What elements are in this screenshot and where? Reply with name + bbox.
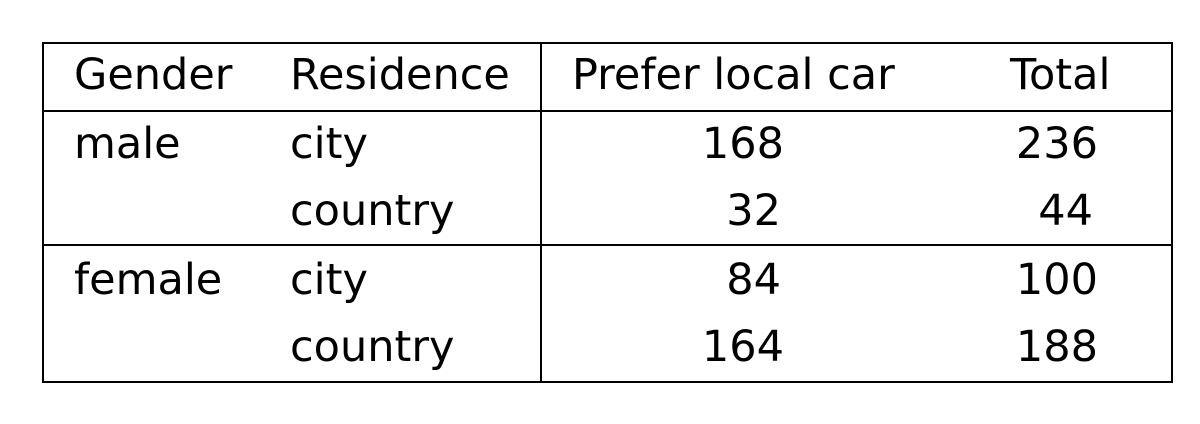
total-value: 44 [1038,186,1093,236]
column-divider [540,44,542,381]
total-value: 100 [1015,255,1098,305]
gender-female: female [74,255,223,305]
prefer-value: 84 [726,255,781,305]
data-table: Gender Residence Prefer local car Total … [42,42,1173,383]
prefer-value: 168 [701,119,784,169]
residence-city: city [290,119,368,169]
group-divider [44,244,1171,246]
header-divider [44,110,1171,112]
prefer-value: 164 [701,322,784,372]
header-residence: Residence [290,50,510,100]
residence-country: country [290,322,455,372]
total-value: 236 [1015,119,1098,169]
prefer-value: 32 [726,186,781,236]
total-value: 188 [1015,322,1098,372]
header-total: Total [1010,50,1111,100]
gender-male: male [74,119,181,169]
header-gender: Gender [74,50,233,100]
residence-country: country [290,186,455,236]
residence-city: city [290,255,368,305]
header-prefer-local-car: Prefer local car [572,50,895,100]
